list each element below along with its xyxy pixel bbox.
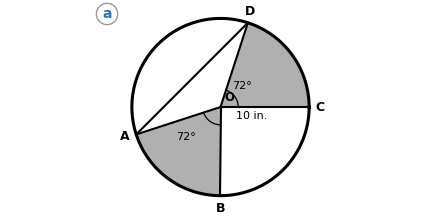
Text: 72°: 72° <box>232 81 252 91</box>
Text: O: O <box>224 91 234 104</box>
Text: A: A <box>120 130 130 143</box>
Polygon shape <box>220 23 309 107</box>
Text: 10 in.: 10 in. <box>236 111 268 121</box>
Text: a: a <box>102 7 112 21</box>
Text: B: B <box>216 202 225 215</box>
Text: D: D <box>245 5 255 18</box>
Polygon shape <box>136 107 220 196</box>
Text: C: C <box>315 100 325 114</box>
Text: 72°: 72° <box>176 132 196 142</box>
